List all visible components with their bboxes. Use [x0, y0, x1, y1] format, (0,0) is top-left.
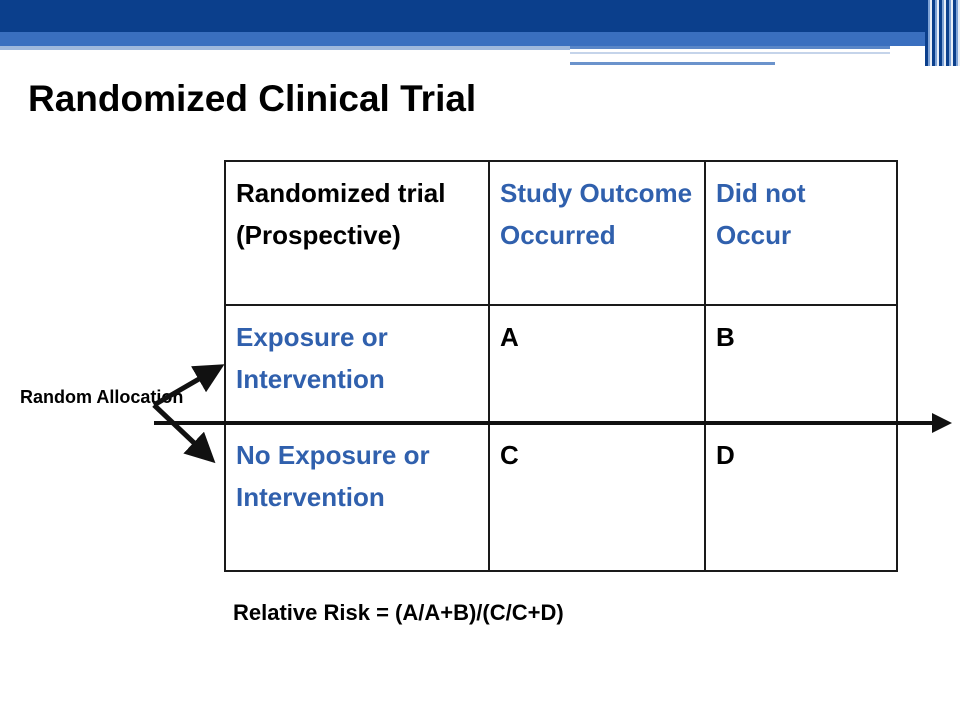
table-row: Exposure or Intervention A B [224, 304, 898, 424]
column-header-did-not-occur: Did not Occur [704, 160, 898, 306]
contingency-table: Randomized trial (Prospective) Study Out… [224, 160, 898, 572]
arrow-to-no-exposure [152, 403, 216, 464]
row-label-no-exposure: No Exposure or Intervention [224, 422, 490, 572]
header-stripes [925, 0, 960, 66]
header-band-pale [0, 46, 570, 50]
cell-b: B [704, 304, 898, 424]
table-row: No Exposure or Intervention C D [224, 422, 898, 572]
header-accent-line [570, 46, 890, 49]
header-band-light [0, 32, 960, 46]
header-accent-line [570, 52, 890, 54]
cell-d: D [704, 422, 898, 572]
cell-c: C [488, 422, 706, 572]
table-corner-cell: Randomized trial (Prospective) [224, 160, 490, 306]
table-header-row: Randomized trial (Prospective) Study Out… [224, 160, 898, 306]
column-header-outcome-occurred: Study Outcome Occurred [488, 160, 706, 306]
random-allocation-label: Random Allocation [20, 387, 184, 407]
cell-a: A [488, 304, 706, 424]
header-band [0, 0, 960, 32]
slide-title: Randomized Clinical Trial [28, 78, 477, 119]
header-accent-line [570, 62, 775, 65]
relative-risk-formula: Relative Risk = (A/A+B)/(C/C+D) [233, 600, 564, 625]
row-label-exposure: Exposure or Intervention [224, 304, 490, 424]
